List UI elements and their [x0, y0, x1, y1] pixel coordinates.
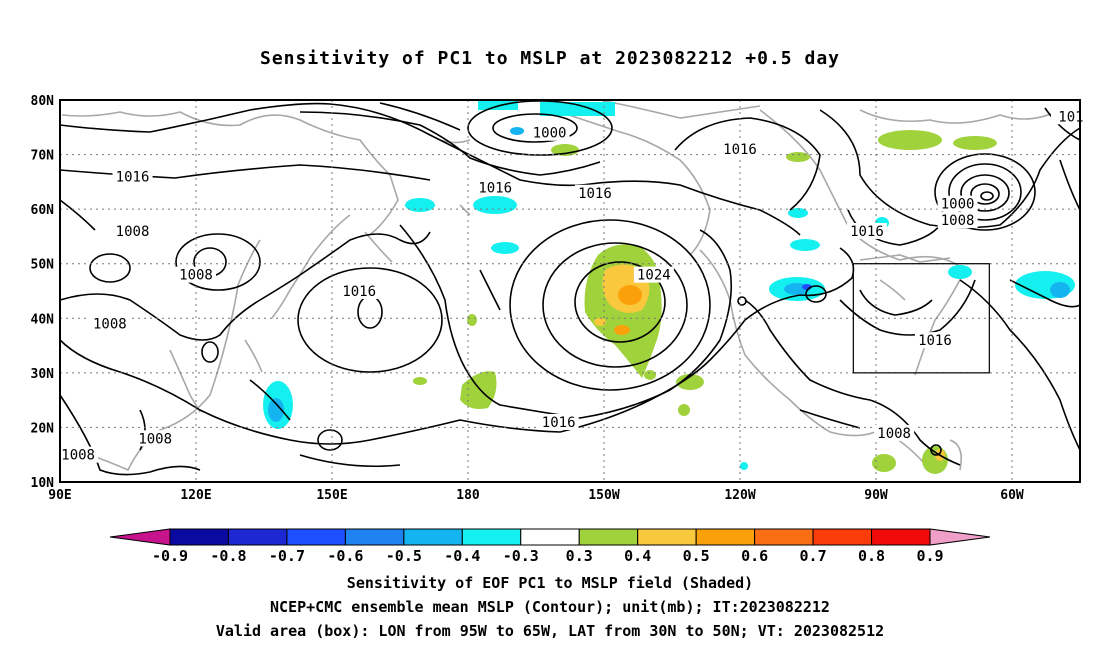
colorbar-swatch	[520, 528, 580, 546]
contour-label: 1008	[116, 224, 150, 240]
lat-tick-label: 50N	[31, 258, 55, 273]
contour-label-bg	[339, 283, 380, 299]
lat-tick-label: 80N	[31, 94, 55, 109]
contour-label: 1008	[941, 213, 975, 229]
contour-label-bg	[574, 184, 615, 201]
colorbar-swatch	[344, 528, 405, 546]
lat-tick-label: 40N	[31, 312, 55, 327]
caption-line-2: NCEP+CMC ensemble mean MSLP (Contour); u…	[270, 598, 830, 616]
colorbar-high-triangle	[929, 528, 991, 546]
colorbar-swatch	[461, 528, 522, 546]
colorbar-tick-label: -0.6	[327, 547, 363, 565]
lon-tick-label: 180	[456, 488, 480, 503]
lon-tick-label: 150E	[316, 488, 347, 503]
caption-line-3: Valid area (box): LON from 95W to 65W, L…	[215, 622, 885, 640]
contour-label-bg	[89, 315, 130, 332]
lat-tick-label: 10N	[31, 476, 55, 491]
contour-label: 1008	[179, 268, 213, 284]
colorbar-swatch	[169, 528, 229, 546]
contour-label-bg	[633, 266, 674, 283]
contour-label-bg	[176, 266, 216, 283]
colorbar-tick-label: 0.8	[858, 547, 885, 565]
contour-label: 1000	[533, 126, 567, 142]
contour-label: 1016	[578, 186, 612, 202]
lon-tick-label: 120E	[180, 488, 211, 503]
contour-label-bg	[720, 141, 760, 158]
valid-area-box	[852, 263, 990, 374]
contour-label-bg	[538, 413, 579, 430]
contour-label-bg	[937, 195, 978, 212]
contour-label: 1016	[918, 333, 952, 349]
colorbar-low-triangle	[109, 528, 171, 546]
contour-label: 1016	[342, 284, 376, 300]
colorbar-swatch	[286, 528, 346, 546]
colorbar-swatch	[403, 528, 463, 546]
colorbar-tick-label: -0.4	[444, 547, 480, 565]
lon-tick-label: 90W	[864, 488, 888, 503]
contour-label-bg	[475, 179, 516, 196]
colorbar-tick-label: 0.7	[800, 547, 827, 565]
colorbar-swatch	[695, 528, 756, 546]
contour-label: 1016	[542, 415, 576, 431]
contour-label-bg	[914, 332, 955, 349]
lon-tick-label: 150W	[588, 488, 619, 503]
colorbar: -0.9 -0.8 -0.7 -0.6 -0.5 -0.4 -0.3 0.3 0.4 0.5 0.6…	[109, 528, 991, 565]
map-grid	[60, 100, 1080, 482]
contour-label-bg	[112, 168, 153, 185]
contour-label: 1016	[116, 169, 150, 185]
contour-label: 1008	[93, 317, 127, 333]
lon-tick-label: 60W	[1000, 488, 1024, 503]
colorbar-tick-label: 0.9	[916, 547, 943, 565]
contour-label: 1016	[850, 224, 884, 240]
chart-title: Sensitivity of PC1 to MSLP at 2023082212…	[259, 48, 840, 69]
contour-label-bg	[112, 222, 153, 239]
lon-tick-label: 90E	[48, 488, 71, 503]
map-frame	[59, 99, 1081, 483]
contour-label: 101	[1058, 109, 1083, 125]
colorbar-swatch	[754, 528, 814, 546]
contour-label: 1024	[637, 268, 671, 284]
colorbar-tick-label: -0.3	[503, 547, 539, 565]
colorbar-tick-label: 0.3	[566, 547, 593, 565]
colorbar-tick-label: 0.4	[624, 547, 651, 565]
sensitivity-shading	[263, 100, 1075, 474]
colorbar-tick-label: -0.8	[210, 547, 246, 565]
lon-tick-label: 120W	[724, 488, 755, 503]
contour-label-bg	[937, 212, 978, 229]
colorbar-tick-label: -0.5	[386, 547, 422, 565]
colorbar-swatch	[871, 528, 931, 546]
colorbar-swatch	[637, 528, 697, 546]
contour-label: 1000	[941, 197, 975, 213]
contour-label-bg	[58, 446, 99, 463]
colorbar-swatch	[812, 528, 873, 546]
contour-label-bg	[529, 124, 570, 141]
contour-label: 1016	[723, 142, 757, 158]
colorbar-swatch	[578, 528, 639, 546]
contour-label: 1016	[478, 180, 512, 196]
lat-tick-label: 20N	[31, 421, 55, 436]
colorbar-tick-label: 0.6	[741, 547, 768, 565]
contour-label-bg	[846, 222, 887, 239]
lat-tick-label: 30N	[31, 367, 55, 382]
colorbar-tick-label: -0.7	[269, 547, 305, 565]
caption-line-1: Sensitivity of EOF PC1 to MSLP field (Sh…	[346, 574, 754, 592]
contour-label: 1008	[138, 431, 172, 447]
contour-label: 1008	[877, 426, 911, 442]
contour-label: 1008	[61, 448, 95, 464]
mslp-contours	[59, 100, 1081, 476]
contour-label-bg	[135, 430, 176, 447]
lat-tick-label: 60N	[31, 203, 55, 218]
lat-tick-label: 70N	[31, 149, 55, 164]
colorbar-tick-label: 0.5	[683, 547, 710, 565]
colorbar-swatch	[227, 528, 288, 546]
contour-label-bg	[874, 424, 915, 441]
colorbar-tick-label: -0.9	[152, 547, 188, 565]
